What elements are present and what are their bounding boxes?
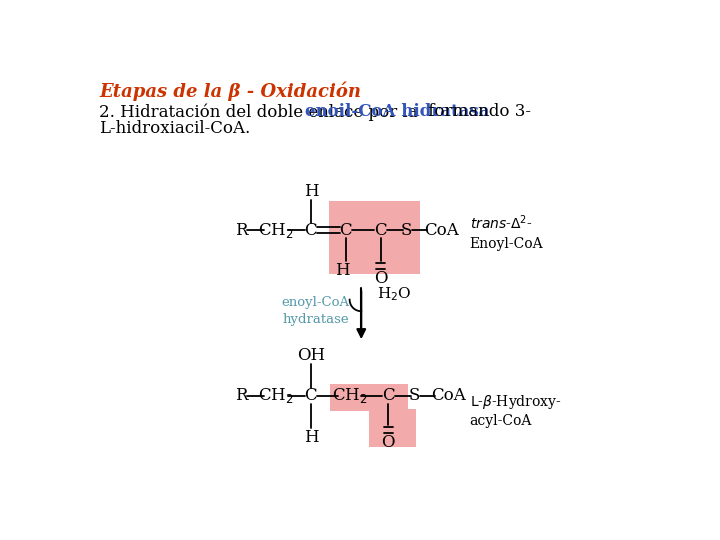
Text: O: O: [374, 269, 387, 287]
Text: H: H: [304, 429, 318, 446]
Text: C: C: [382, 387, 395, 404]
Text: C: C: [374, 222, 387, 239]
Bar: [369, 409, 415, 448]
Text: CoA: CoA: [423, 222, 459, 239]
Text: S: S: [400, 222, 412, 239]
Text: $\mathrm{L}$-$\beta$-Hydroxy-: $\mathrm{L}$-$\beta$-Hydroxy-: [469, 393, 562, 411]
Text: R: R: [235, 222, 248, 239]
Text: formando 3-: formando 3-: [423, 103, 531, 120]
Text: H: H: [335, 262, 349, 279]
Text: $\mathit{trans}$-$\Delta^2$-: $\mathit{trans}$-$\Delta^2$-: [469, 213, 533, 232]
Text: enoyl-CoA
hydratase: enoyl-CoA hydratase: [282, 296, 350, 326]
Text: CoA: CoA: [431, 387, 467, 404]
Text: O: O: [382, 434, 395, 450]
Text: C: C: [305, 387, 318, 404]
Text: acyl-CoA: acyl-CoA: [469, 414, 532, 428]
Text: H: H: [304, 184, 318, 200]
Text: R: R: [235, 387, 248, 404]
Text: H$_2$O: H$_2$O: [377, 286, 411, 303]
Text: C: C: [339, 222, 352, 239]
Text: CH$_2$: CH$_2$: [332, 387, 367, 406]
Bar: [329, 201, 420, 274]
Text: S: S: [408, 387, 420, 404]
Text: 2. Hidratación del doble enlace por la: 2. Hidratación del doble enlace por la: [99, 103, 423, 121]
Text: L-hidroxiacil-CoA.: L-hidroxiacil-CoA.: [99, 120, 251, 137]
Text: Enoyl-CoA: Enoyl-CoA: [469, 237, 544, 251]
Text: CH$_2$: CH$_2$: [258, 221, 294, 240]
Text: CH$_2$: CH$_2$: [258, 387, 294, 406]
Text: Etapas de la β - Oxidación: Etapas de la β - Oxidación: [99, 82, 361, 101]
Text: C: C: [305, 222, 318, 239]
Text: OH: OH: [297, 347, 325, 363]
Bar: [330, 384, 408, 411]
Text: enoil-CoA hidratasa: enoil-CoA hidratasa: [305, 103, 490, 120]
